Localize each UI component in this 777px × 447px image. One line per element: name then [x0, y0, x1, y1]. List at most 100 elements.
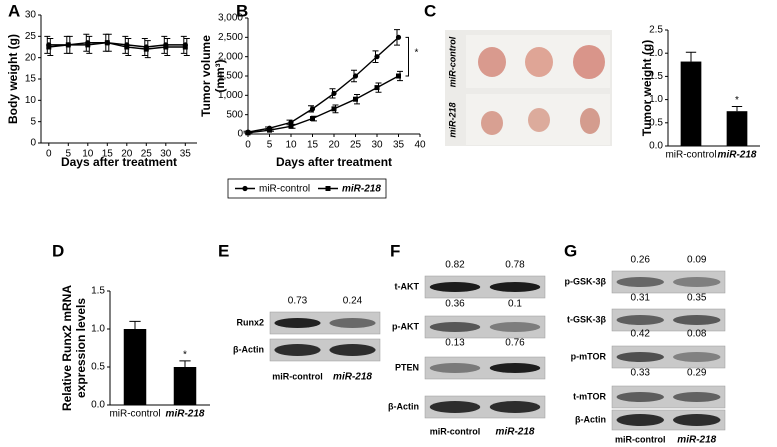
- marker: [245, 130, 251, 136]
- y-axis-label: Relative Runx2 mRNA: [60, 285, 74, 411]
- blot-row-label: t-mTOR: [573, 391, 606, 401]
- blot-band: [429, 401, 481, 413]
- error-bar: [731, 106, 743, 112]
- y-tick-label: 15: [25, 74, 37, 85]
- y-tick-label: 1.5: [91, 286, 105, 297]
- marker: [104, 40, 110, 46]
- blot-strip: [269, 311, 381, 335]
- band-value: 0.31: [631, 293, 651, 304]
- x-tick-label: 10: [82, 149, 94, 160]
- x-tick-label: miR-control: [109, 409, 160, 420]
- band-value: 0.33: [631, 368, 651, 379]
- blot-band: [489, 401, 541, 413]
- blot-band: [329, 344, 376, 356]
- band-value: 0.42: [631, 329, 651, 340]
- x-tick-label: miR-control: [665, 150, 716, 161]
- blot-band: [673, 414, 721, 426]
- y-axis-label: expression levels: [74, 298, 88, 398]
- blot-row-label: p-GSK-3β: [565, 276, 607, 286]
- y-tick-label: 500: [226, 109, 243, 120]
- significance-star: *: [735, 95, 739, 106]
- blot-band: [274, 318, 321, 328]
- y-tick-label: 2.0: [649, 48, 663, 59]
- x-tick-label: 0: [245, 140, 251, 151]
- x-tick-label: 30: [160, 149, 172, 160]
- blot-strip: [611, 270, 726, 294]
- y-tick-label: 3,000: [218, 13, 243, 24]
- significance-star: *: [183, 350, 187, 361]
- marker: [395, 34, 402, 40]
- legend-marker: [325, 186, 331, 191]
- significance-bracket: [405, 36, 409, 77]
- band-value: 0.13: [445, 338, 465, 349]
- marker: [288, 123, 294, 129]
- x-tick-label: 20: [328, 140, 340, 151]
- error-bar: [179, 360, 191, 367]
- blot-row-label: PTEN: [395, 362, 419, 372]
- band-value: 0.35: [687, 293, 707, 304]
- blot-band: [489, 322, 541, 332]
- blot-column-label: miR-control: [615, 434, 666, 444]
- blot-strip: [611, 385, 726, 409]
- tumor: [580, 108, 600, 134]
- y-tick-label: 25: [25, 31, 37, 42]
- blot-band: [616, 277, 664, 287]
- marker: [65, 42, 71, 48]
- y-tick-label: 10: [25, 95, 37, 106]
- x-tick-label: 5: [267, 140, 273, 151]
- y-tick-label: 1,500: [218, 71, 243, 82]
- error-bar: [685, 51, 697, 62]
- blot-band: [616, 392, 664, 402]
- band-value: 0.09: [687, 255, 707, 266]
- tumor: [528, 108, 550, 132]
- x-tick-label: 25: [350, 140, 362, 151]
- photo-row-label: miR-218: [447, 102, 457, 137]
- blot-row-label: β-Actin: [233, 344, 264, 354]
- x-tick-label: 10: [285, 140, 297, 151]
- y-tick-label: 0.0: [649, 141, 663, 152]
- y-tick-label: 0.5: [91, 362, 105, 373]
- tumor: [481, 111, 503, 135]
- blot-strip: [611, 308, 726, 332]
- blot-band: [673, 352, 721, 362]
- band-value: 0.78: [505, 260, 525, 271]
- x-tick-label: 35: [180, 149, 192, 160]
- marker: [396, 73, 401, 79]
- x-tick-label: 0: [46, 149, 52, 160]
- y-tick-label: 1.0: [91, 324, 105, 335]
- y-tick-label: 2,000: [218, 51, 243, 62]
- x-tick-label: 5: [66, 149, 72, 160]
- marker: [374, 54, 380, 60]
- blot-row-label: β-Actin: [388, 401, 419, 411]
- band-value: 0.73: [288, 296, 308, 307]
- panel-label: A: [8, 1, 20, 20]
- blot-band: [489, 363, 541, 373]
- marker: [374, 85, 380, 91]
- marker: [309, 106, 316, 112]
- legend-box: [227, 178, 387, 199]
- band-value: 0.29: [687, 368, 707, 379]
- blot-band: [429, 282, 481, 292]
- blot-row-label: p-AKT: [392, 321, 419, 331]
- bar: [173, 367, 197, 405]
- blot-strip: [611, 345, 726, 369]
- legend-label: miR-control: [259, 184, 310, 195]
- band-value: 0.26: [631, 255, 651, 266]
- blot-row-label: t-GSK-3β: [567, 314, 606, 324]
- legend-label: miR-218: [342, 184, 381, 195]
- marker: [331, 106, 337, 112]
- marker: [46, 44, 52, 50]
- blot-strip: [424, 275, 546, 299]
- bar: [123, 329, 147, 405]
- x-tick-label: 35: [393, 140, 405, 151]
- x-tick-label: 30: [371, 140, 383, 151]
- blot-band: [616, 414, 664, 426]
- x-tick-label: miR-218: [718, 150, 757, 161]
- y-tick-label: 0: [30, 138, 36, 149]
- blot-band: [329, 318, 376, 328]
- blot-strip: [424, 356, 546, 380]
- blot-column-label: miR-control: [430, 426, 481, 436]
- error-bar: [129, 320, 141, 329]
- blot-row-label: p-mTOR: [571, 351, 607, 361]
- marker: [124, 44, 130, 50]
